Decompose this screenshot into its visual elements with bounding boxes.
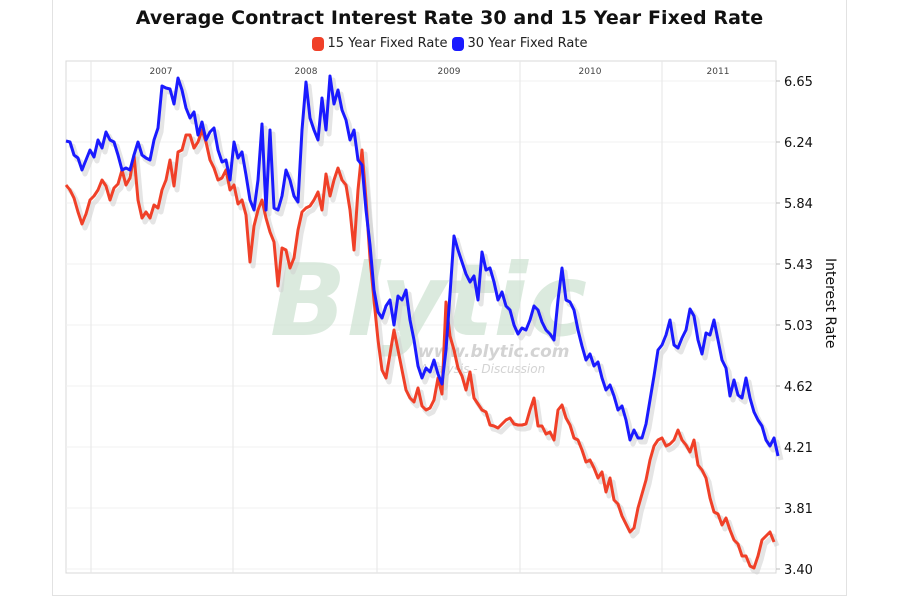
y-tick-label: 4.62 xyxy=(784,380,813,395)
y-tick-label: 5.84 xyxy=(784,197,813,212)
x-axis-ticks: 2007 2008 2009 2010 2011 xyxy=(150,67,730,77)
watermark-tagline: Analysis - Discussion xyxy=(419,362,545,376)
series-30-year-line[interactable] xyxy=(65,74,780,457)
y-tick-label: 5.03 xyxy=(784,319,813,334)
x-tick-label: 2011 xyxy=(707,67,730,77)
legend-label-15-year: 15 Year Fixed Rate xyxy=(327,36,448,51)
x-tick-label: 2010 xyxy=(579,67,602,77)
series-lines xyxy=(64,74,784,575)
y-tick-label: 6.65 xyxy=(784,75,813,90)
chart-title: Average Contract Interest Rate 30 and 15… xyxy=(135,7,764,29)
series-15-year-line[interactable] xyxy=(64,128,776,570)
legend-item-30-year[interactable]: 30 Year Fixed Rate xyxy=(451,36,588,51)
watermark-logo: Blytic xyxy=(270,242,587,359)
y-axis-ticks: 6.65 6.24 5.84 5.43 5.03 4.62 4.21 3.81 3.40 xyxy=(776,75,813,578)
series-30-year-shadow xyxy=(68,77,784,461)
y-tick-label: 3.40 xyxy=(784,563,813,578)
legend-item-15-year[interactable]: 15 Year Fixed Rate xyxy=(311,36,448,51)
watermark-url: www.blytic.com xyxy=(418,342,570,362)
series-15-year-shadow xyxy=(67,131,780,575)
legend: 15 Year Fixed Rate 30 Year Fixed Rate xyxy=(52,36,847,51)
y-tick-label: 5.43 xyxy=(784,258,813,273)
y-axis-label-container: Interest Rate xyxy=(818,258,838,378)
legend-swatch-30-year xyxy=(451,36,464,51)
x-tick-label: 2008 xyxy=(295,67,318,77)
legend-label-30-year: 30 Year Fixed Rate xyxy=(467,36,588,51)
plot-area xyxy=(65,60,777,574)
y-tick-label: 6.24 xyxy=(784,136,813,151)
legend-swatch-15-year xyxy=(311,36,324,51)
x-tick-label: 2007 xyxy=(150,67,173,77)
y-axis-label: Interest Rate xyxy=(822,258,838,349)
x-tick-label: 2009 xyxy=(438,67,461,77)
y-tick-label: 4.21 xyxy=(784,441,813,456)
y-tick-label: 3.81 xyxy=(784,502,813,517)
vertical-gridlines xyxy=(90,61,663,573)
